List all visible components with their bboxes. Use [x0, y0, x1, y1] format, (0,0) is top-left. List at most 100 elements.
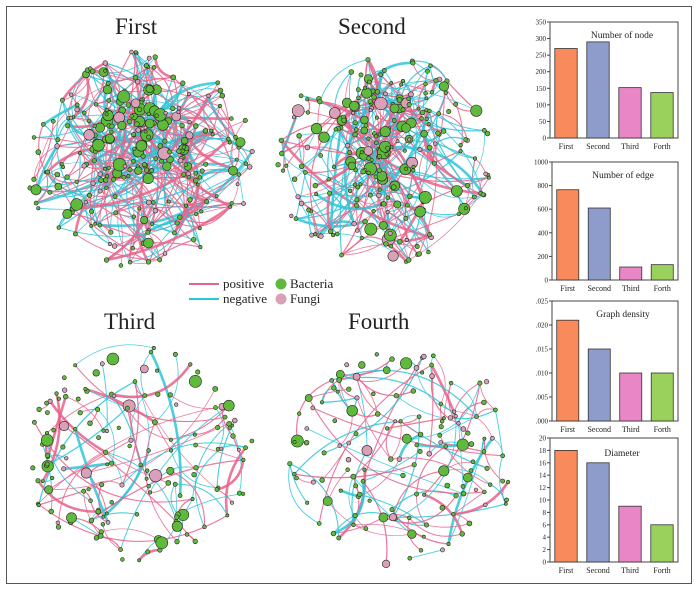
fungi-node: [104, 429, 109, 434]
bacteria-node: [35, 149, 42, 155]
bacteria-node: [296, 133, 302, 139]
fungi-node: [130, 98, 141, 108]
bacteria-node: [134, 512, 140, 517]
bacteria-node: [360, 126, 369, 135]
x-tick-label: First: [559, 566, 574, 575]
bacteria-node: [89, 208, 95, 214]
bacteria-node: [389, 103, 400, 114]
bacteria-node: [131, 214, 137, 219]
positive-edge: [147, 231, 166, 254]
bacteria-node: [75, 396, 81, 402]
bacteria-node: [101, 514, 106, 519]
bacteria-node: [423, 91, 428, 96]
bacteria-node: [36, 503, 41, 508]
bacteria-node: [118, 263, 124, 268]
bacteria-node: [174, 220, 180, 226]
bacteria-node: [229, 116, 234, 121]
bacteria-node: [393, 200, 402, 209]
positive-edge: [224, 446, 247, 516]
positive-edge: [423, 493, 464, 535]
bacteria-node: [347, 161, 357, 171]
bacteria-node: [54, 171, 61, 178]
bacteria-node: [360, 478, 366, 484]
fungi-node: [186, 91, 191, 96]
bacteria-node: [223, 399, 235, 412]
bacteria-node: [400, 107, 406, 113]
bacteria-node: [33, 200, 39, 206]
fungi-node: [64, 456, 69, 461]
bacteria-node: [193, 442, 198, 448]
bacteria-node: [367, 79, 372, 85]
bacteria-node: [88, 517, 95, 524]
negative-edge: [331, 369, 477, 418]
bacteria-node: [155, 368, 160, 373]
negative-edge: [407, 204, 430, 235]
bacteria-node: [346, 405, 358, 417]
fungi-node: [483, 171, 488, 177]
bacteria-node: [134, 121, 140, 127]
bacteria-node: [504, 497, 509, 503]
bacteria-node: [414, 206, 426, 218]
bacteria-node: [484, 130, 491, 137]
bacteria-node: [144, 476, 149, 481]
bacteria-node: [105, 462, 110, 467]
fungi-node: [395, 139, 400, 144]
y-tick-label: .025: [536, 298, 549, 306]
positive-edge: [419, 134, 440, 198]
positive-edge: [195, 203, 244, 215]
bacteria-node: [172, 481, 178, 487]
positive-edge: [153, 56, 174, 79]
bacteria-node: [438, 401, 444, 407]
negative-edge: [362, 451, 421, 482]
negative-edge: [348, 476, 367, 529]
bacteria-node: [230, 433, 236, 439]
bacteria-node: [374, 411, 381, 417]
y-tick-label: 150: [536, 85, 547, 93]
bacteria-node: [56, 225, 61, 230]
positive-edge: [416, 494, 427, 526]
bacteria-node: [188, 375, 202, 388]
y-tick-label: 600: [538, 206, 549, 214]
positive-edge: [188, 162, 234, 175]
bacteria-node: [400, 472, 406, 479]
positive-edge: [36, 479, 99, 513]
fungi-node: [81, 163, 87, 169]
bacteria-node: [243, 445, 248, 450]
negative-edge: [494, 409, 504, 456]
y-tick-label: .015: [536, 346, 549, 354]
fungi-node: [438, 440, 443, 445]
bacteria-node: [369, 157, 374, 162]
bacteria-node: [140, 153, 146, 159]
positive-edge: [340, 358, 393, 376]
negative-edge: [306, 428, 464, 495]
negative-edge: [428, 110, 476, 159]
bacteria-node: [145, 468, 150, 473]
fungi-node: [363, 146, 374, 156]
bacteria-node: [44, 452, 51, 459]
positive-edge: [479, 383, 496, 411]
bacteria-node: [65, 123, 71, 129]
negative-edge: [61, 100, 149, 180]
bacteria-node: [411, 168, 416, 173]
positive-edge: [48, 439, 132, 491]
fungi-node: [55, 520, 60, 525]
positive-edge: [297, 93, 386, 198]
bacteria-node: [429, 89, 435, 95]
positive-edge: [49, 82, 219, 193]
bacteria-node: [389, 81, 394, 85]
bacteria-node: [170, 105, 176, 112]
bacteria-node: [429, 362, 434, 368]
bacteria-node: [431, 160, 437, 166]
bacteria-node: [102, 85, 113, 95]
bacteria-node: [51, 427, 56, 433]
negative-edge: [83, 154, 145, 167]
bacteria-node: [348, 69, 355, 75]
bacteria-node: [287, 461, 293, 467]
fungi-node: [68, 115, 73, 120]
bacteria-node: [427, 232, 433, 238]
fungi-node: [447, 415, 453, 421]
positive-edge: [176, 202, 233, 227]
bacteria-node: [222, 414, 228, 420]
bacteria-node: [152, 419, 158, 425]
bacteria-node: [31, 176, 37, 182]
